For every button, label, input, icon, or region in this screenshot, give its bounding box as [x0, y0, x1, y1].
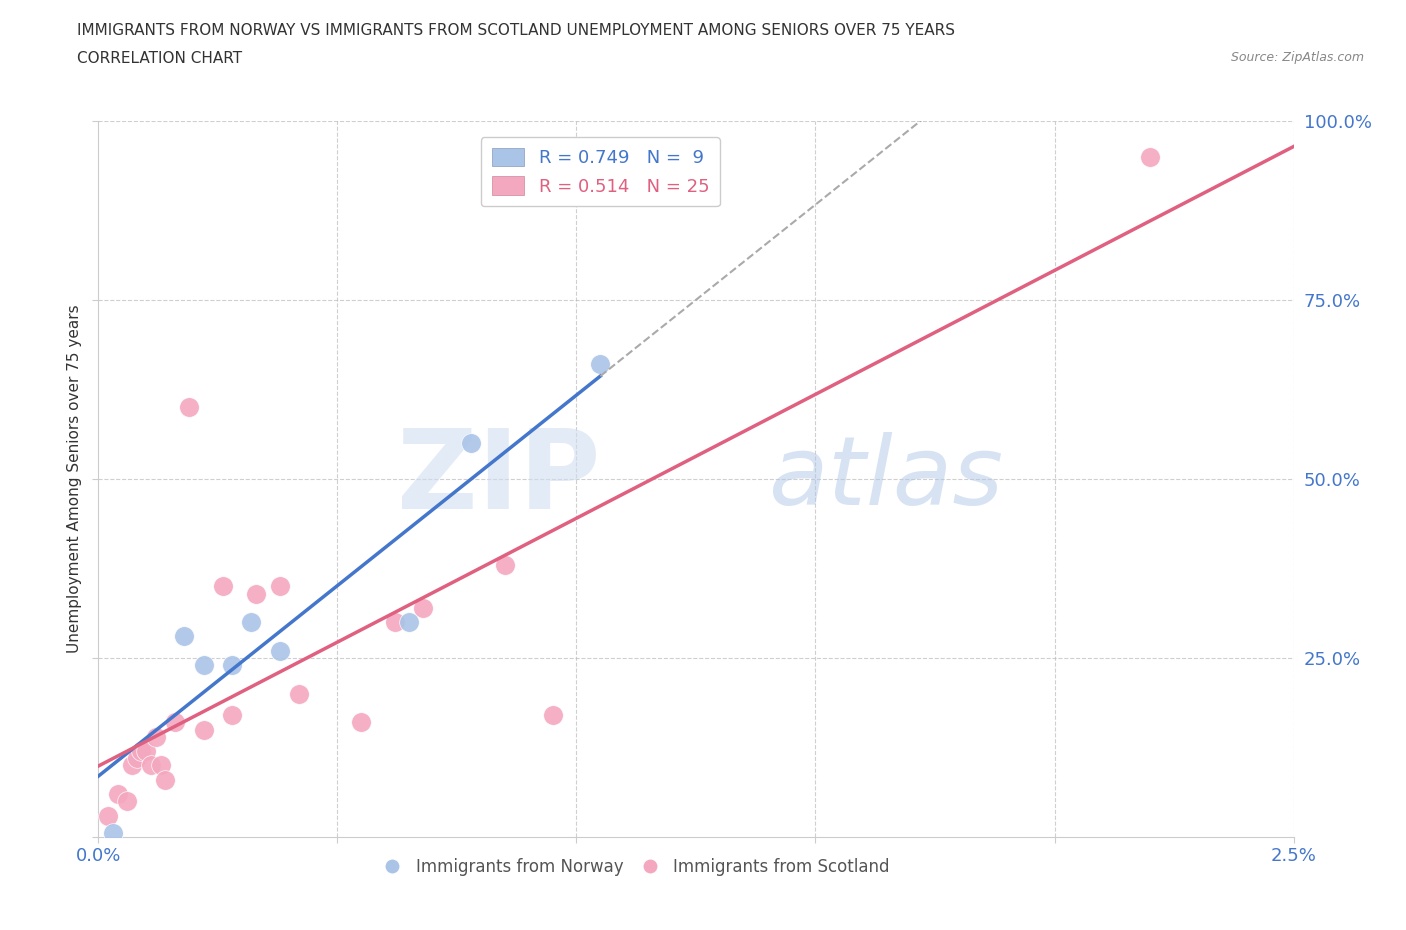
Point [115, 794, 138, 809]
Point [121, 758, 143, 773]
Point [1139, 150, 1161, 165]
Legend: Immigrants from Norway, Immigrants from Scotland: Immigrants from Norway, Immigrants from … [375, 851, 897, 883]
Point [412, 601, 434, 616]
Point [101, 826, 124, 841]
Point [107, 787, 129, 802]
Point [193, 722, 215, 737]
Point [460, 435, 482, 451]
Point [125, 751, 148, 765]
Point [221, 658, 243, 672]
Point [193, 658, 215, 672]
Point [269, 578, 291, 594]
Text: IMMIGRANTS FROM NORWAY VS IMMIGRANTS FROM SCOTLAND UNEMPLOYMENT AMONG SENIORS OV: IMMIGRANTS FROM NORWAY VS IMMIGRANTS FRO… [77, 23, 955, 38]
Point [163, 715, 186, 730]
Point [288, 686, 311, 701]
Point [221, 708, 243, 723]
Point [139, 758, 162, 773]
Point [240, 615, 263, 630]
Point [155, 772, 177, 787]
Point [97, 808, 120, 823]
Point [398, 615, 420, 630]
Text: atlas: atlas [768, 432, 1002, 525]
Text: CORRELATION CHART: CORRELATION CHART [77, 51, 242, 66]
Point [245, 586, 267, 601]
Point [131, 744, 153, 759]
Point [145, 729, 167, 744]
Point [179, 400, 201, 415]
Point [494, 557, 516, 572]
Point [541, 708, 564, 723]
Point [269, 644, 291, 658]
Point [173, 629, 195, 644]
Point [384, 615, 406, 630]
Y-axis label: Unemployment Among Seniors over 75 years: Unemployment Among Seniors over 75 years [66, 305, 82, 653]
Point [135, 744, 157, 759]
Point [589, 357, 612, 372]
Point [149, 758, 172, 773]
Point [211, 578, 233, 594]
Text: Source: ZipAtlas.com: Source: ZipAtlas.com [1230, 51, 1364, 64]
Text: ZIP: ZIP [396, 425, 600, 533]
Point [350, 715, 373, 730]
